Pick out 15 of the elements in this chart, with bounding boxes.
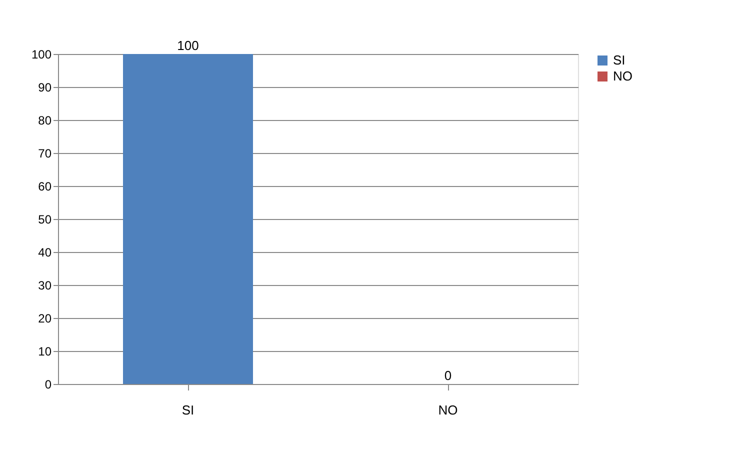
y-tick-label: 50	[38, 212, 52, 226]
y-tick-label: 70	[38, 146, 52, 160]
data-label: 100	[177, 38, 199, 53]
y-tick-label: 10	[38, 344, 52, 358]
legend-label: NO	[613, 68, 632, 84]
y-tick-label: 0	[44, 378, 52, 392]
y-tick-label: 100	[31, 48, 52, 62]
y-tick-label: 80	[38, 114, 52, 128]
y-tick-label: 60	[38, 180, 52, 194]
y-tick-label: 40	[38, 246, 52, 260]
y-tick-label: 30	[38, 278, 52, 292]
legend-label: SI	[613, 52, 626, 68]
y-tick-label: 90	[38, 80, 52, 94]
y-tick-label: 20	[38, 312, 52, 326]
data-label: 0	[444, 368, 452, 383]
